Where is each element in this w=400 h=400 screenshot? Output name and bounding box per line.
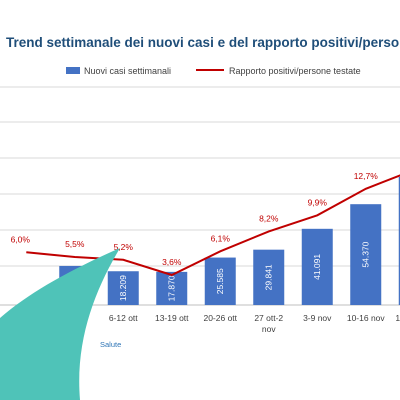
- ratio-label: 8,2%: [259, 213, 279, 223]
- ratio-label: 3,6%: [162, 257, 182, 267]
- bar-value-label: 17.870: [167, 275, 177, 301]
- legend-label-bars: Nuovi casi settimanali: [84, 66, 171, 76]
- x-tick-label: 20-26 ott: [203, 313, 237, 323]
- ratio-label: 6,0%: [11, 234, 31, 244]
- ratio-label: 6,1%: [211, 233, 231, 243]
- bar-value-label: 29.841: [264, 264, 274, 290]
- chart-title: Trend settimanale dei nuovi casi e del r…: [6, 35, 400, 50]
- decorative-teal-shape: [0, 248, 120, 400]
- bar: [398, 176, 400, 305]
- x-tick-label: 27 ott-2 nov: [254, 313, 283, 334]
- ratio-line: [26, 174, 400, 277]
- bar-value-label: 41.091: [312, 254, 322, 280]
- x-tick-label: 13-19 ott: [155, 313, 189, 323]
- source-note: Salute: [100, 340, 121, 349]
- bar-value-label: 18.209: [118, 275, 128, 301]
- ratio-line-layer: [26, 174, 400, 277]
- x-tick-label: 17-23 nov: [395, 313, 400, 323]
- bar: [253, 249, 285, 305]
- ratio-label: 9,9%: [308, 197, 328, 207]
- bar: [156, 271, 188, 305]
- bar: [107, 271, 139, 305]
- legend-label-line: Rapporto positivi/persone testate: [229, 66, 361, 76]
- ratio-labels-layer: 6,0%5,5%5,2%3,6%6,1%8,2%9,9%12,7%14,7%17…: [11, 171, 379, 267]
- legend-swatch-bars: [66, 67, 80, 74]
- bar: [204, 257, 236, 305]
- ratio-label: 12,7%: [354, 171, 379, 181]
- bar: [350, 204, 382, 305]
- x-axis-ticks: 6-12 ott 13-19 ott 20-26 ott 27 ott-2 nov 3-9…: [109, 313, 400, 334]
- bar: [301, 228, 333, 305]
- bar-value-label: 54.370: [361, 241, 371, 267]
- x-tick-label: 3-9 nov: [303, 313, 332, 323]
- ratio-label: 5,5%: [65, 239, 85, 249]
- bars-layer: [59, 176, 400, 305]
- bar-value-label: 25.585: [215, 268, 225, 294]
- ratio-label: 5,2%: [114, 242, 134, 252]
- x-tick-label: 10-16 nov: [347, 313, 386, 323]
- x-tick-label: 6-12 ott: [109, 313, 138, 323]
